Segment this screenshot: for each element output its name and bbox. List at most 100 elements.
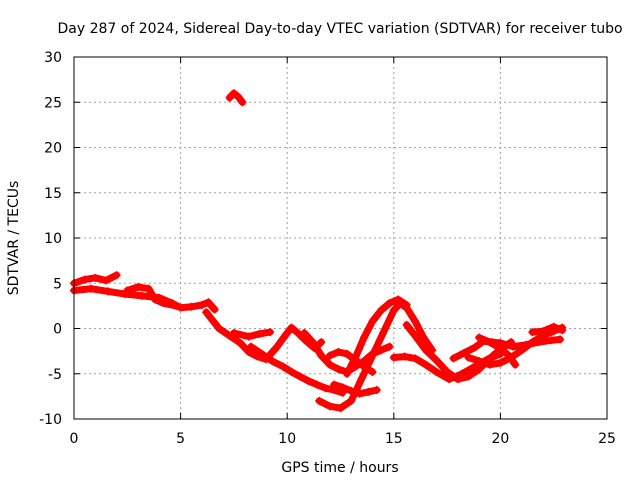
data-point bbox=[470, 343, 479, 352]
grid-lines bbox=[74, 57, 607, 419]
data-point bbox=[87, 284, 96, 293]
data-point bbox=[234, 92, 243, 101]
data-point bbox=[464, 353, 473, 362]
data-point bbox=[368, 317, 377, 326]
data-point bbox=[475, 357, 484, 366]
y-tick-label: 5 bbox=[53, 276, 62, 292]
data-point bbox=[197, 300, 206, 309]
data-point bbox=[159, 299, 168, 308]
series-track-j bbox=[325, 348, 377, 376]
data-point bbox=[304, 376, 313, 385]
data-point bbox=[389, 353, 398, 362]
data-point bbox=[470, 362, 479, 371]
data-point bbox=[449, 354, 458, 363]
series-band bbox=[230, 328, 274, 341]
data-point bbox=[475, 333, 484, 342]
series-track-h bbox=[315, 299, 437, 413]
data-point bbox=[336, 404, 345, 413]
data-point bbox=[308, 338, 317, 347]
data-point bbox=[144, 284, 153, 293]
series-track-q bbox=[528, 322, 567, 337]
series-track-r bbox=[225, 89, 247, 107]
data-point bbox=[315, 396, 324, 405]
y-tick-label: 25 bbox=[44, 95, 62, 111]
data-series bbox=[70, 89, 567, 413]
data-point bbox=[225, 93, 234, 102]
data-point bbox=[91, 273, 100, 282]
data-point bbox=[432, 367, 441, 376]
data-point bbox=[229, 329, 238, 338]
data-point bbox=[295, 372, 304, 381]
data-point bbox=[394, 295, 403, 304]
data-point bbox=[359, 333, 368, 342]
y-tick-label: 15 bbox=[44, 186, 62, 202]
y-tick-label: -10 bbox=[39, 412, 62, 428]
x-tick-label: 20 bbox=[491, 431, 509, 447]
data-point bbox=[347, 396, 356, 405]
data-point bbox=[287, 367, 296, 376]
data-point bbox=[255, 329, 264, 338]
plot-frame bbox=[73, 56, 608, 420]
data-point bbox=[485, 360, 494, 369]
series-track-a bbox=[70, 271, 121, 288]
data-point bbox=[342, 369, 351, 378]
data-point bbox=[377, 306, 386, 315]
data-point bbox=[385, 342, 394, 351]
data-point bbox=[172, 301, 181, 310]
data-point bbox=[558, 326, 567, 335]
data-point bbox=[112, 271, 121, 280]
data-point bbox=[342, 349, 351, 358]
data-point bbox=[104, 287, 113, 296]
data-point bbox=[460, 348, 469, 357]
data-point bbox=[528, 328, 537, 337]
data-point bbox=[504, 351, 513, 360]
data-point bbox=[278, 362, 287, 371]
x-tick-label: 10 bbox=[278, 431, 296, 447]
data-point bbox=[402, 320, 411, 329]
data-point bbox=[509, 342, 518, 351]
data-point bbox=[321, 384, 330, 393]
data-point bbox=[445, 375, 454, 384]
data-point bbox=[421, 360, 430, 369]
data-point bbox=[485, 338, 494, 347]
y-axis-label: SDTVAR / TECUs bbox=[6, 181, 22, 296]
data-point bbox=[287, 323, 296, 332]
data-point bbox=[496, 344, 505, 353]
data-point bbox=[355, 389, 364, 398]
y-tick-label: 0 bbox=[53, 322, 62, 338]
x-tick-label: 15 bbox=[385, 431, 403, 447]
data-point bbox=[357, 374, 366, 383]
y-tick-label: 30 bbox=[44, 50, 62, 66]
x-tick-label: 0 bbox=[70, 431, 79, 447]
data-point bbox=[528, 338, 537, 347]
data-point bbox=[372, 386, 381, 395]
data-point bbox=[202, 308, 211, 317]
data-point bbox=[556, 335, 565, 344]
data-point bbox=[351, 356, 360, 365]
data-point bbox=[236, 338, 245, 347]
data-point bbox=[419, 333, 428, 342]
series-track-p bbox=[475, 333, 520, 369]
data-point bbox=[547, 336, 556, 345]
series-track-f bbox=[246, 342, 347, 397]
data-point bbox=[411, 354, 420, 363]
data-point bbox=[257, 349, 266, 358]
data-point bbox=[244, 332, 253, 341]
x-axis-label: GPS time / hours bbox=[281, 460, 398, 476]
data-point bbox=[338, 383, 347, 392]
data-point bbox=[151, 295, 160, 304]
data-point bbox=[511, 360, 520, 369]
data-point bbox=[187, 302, 196, 311]
y-tick-label: 20 bbox=[44, 141, 62, 157]
data-point bbox=[411, 317, 420, 326]
data-point bbox=[317, 351, 326, 360]
data-point bbox=[330, 380, 339, 389]
data-point bbox=[238, 98, 247, 107]
data-point bbox=[268, 357, 277, 366]
series-band bbox=[528, 323, 566, 336]
series-track-c bbox=[123, 282, 181, 310]
data-point bbox=[347, 386, 356, 395]
data-point bbox=[496, 358, 505, 367]
data-point bbox=[281, 331, 290, 340]
data-point bbox=[364, 387, 373, 396]
